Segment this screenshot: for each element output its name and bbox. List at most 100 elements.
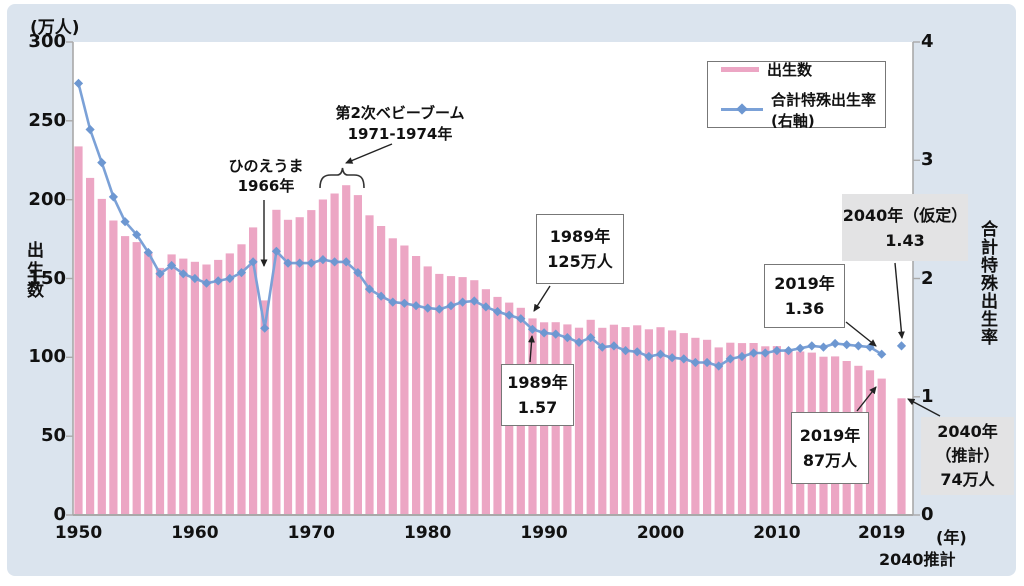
- births-swatch: [721, 66, 759, 72]
- tfr-point-1988: [516, 314, 526, 324]
- tfr-point-1961: [201, 278, 212, 288]
- tfr-point-1957: [155, 269, 165, 279]
- bar-1978: [400, 245, 409, 515]
- bar-1964: [237, 244, 246, 516]
- annotation-hinoeuma: ひのえうま 1966年: [214, 156, 318, 196]
- tfr-point-1950: [73, 78, 84, 88]
- tfr-point-2001: [667, 353, 677, 363]
- tfr-point-2016: [842, 340, 852, 350]
- tfr-point-2008: [749, 348, 759, 358]
- tfr-point-1998: [632, 347, 642, 357]
- tfr-point-1966: [260, 323, 270, 333]
- left-axis-tick-100: 100: [28, 346, 66, 368]
- right-axis-title: 合計特殊出生率: [977, 220, 997, 346]
- tfr-point-1994: [586, 333, 596, 343]
- bar-2003: [691, 337, 700, 515]
- tfr-point-1972: [330, 257, 340, 267]
- tfr-point-1979: [411, 301, 421, 311]
- tfr-point-2019: [877, 349, 887, 359]
- tfr-point-1996: [609, 341, 619, 351]
- tfr-point-1995: [597, 342, 607, 352]
- annotation-arrow: [345, 143, 393, 164]
- bar-1993: [574, 327, 584, 515]
- bar-1955: [132, 242, 141, 515]
- bar-2005: [714, 347, 723, 515]
- tfr-point-1990: [539, 328, 549, 338]
- tfr-point-1952: [97, 158, 107, 168]
- tfr-point-1962: [213, 276, 223, 286]
- left-axis-tick-50: 50: [40, 425, 66, 447]
- right-axis-tick-1: 1: [921, 385, 934, 407]
- right-axis-tick-3: 3: [921, 149, 934, 171]
- tfr-point-1970: [306, 258, 316, 268]
- callout-line: 2040年（仮定）: [842, 205, 968, 225]
- legend-item-births: 出生数: [721, 59, 885, 80]
- tfr-point-1975: [364, 284, 375, 294]
- left-axis-unit: (万人): [30, 18, 80, 38]
- callout-line: 125万人: [547, 252, 613, 271]
- tfr-point-1960: [190, 273, 200, 284]
- right-axis-tick-0: 0: [921, 504, 934, 525]
- left-axis-tick-250: 250: [28, 109, 66, 131]
- diamond-marker-icon: [736, 103, 748, 115]
- tfr-point-1985: [481, 302, 491, 312]
- annotation-second-baby-boom: 第2次ベビーブーム 1971-1974年: [320, 103, 480, 145]
- tfr-line-swatch: [721, 103, 763, 115]
- bar-1962: [214, 259, 223, 515]
- bar-1972: [330, 193, 339, 515]
- tfr-point-1969: [295, 258, 305, 268]
- callout-line: 74万人: [940, 470, 995, 489]
- tfr-point-2040: [896, 341, 907, 351]
- tfr-point-1967: [271, 246, 281, 256]
- bar-2010: [772, 346, 781, 515]
- bar-2011: [784, 349, 793, 515]
- callout-line: 1989年: [507, 373, 568, 392]
- bar-1952: [97, 198, 106, 515]
- x-axis-projection-label: 2040推計: [879, 550, 956, 569]
- tfr-point-2006: [725, 354, 735, 364]
- tfr-point-1963: [225, 273, 235, 284]
- tfr-point-1953: [108, 192, 118, 202]
- bar-1984: [470, 280, 479, 515]
- tfr-point-2011: [783, 346, 794, 356]
- bar-1953: [109, 220, 118, 515]
- callout-tfr-2019: 2019年 1.36: [764, 264, 845, 328]
- callout-tfr-2040: 2040年（仮定） 1.43: [842, 194, 968, 261]
- bar-1999: [644, 329, 653, 515]
- tfr-point-1971: [318, 255, 328, 265]
- tfr-point-1956: [143, 247, 153, 258]
- bar-1969: [295, 217, 304, 515]
- bar-1950: [74, 146, 83, 515]
- bar-1951: [86, 177, 95, 515]
- bar-1957: [155, 267, 165, 515]
- left-axis-title: 出生数: [23, 241, 43, 301]
- bar-2002: [679, 333, 688, 515]
- bar-1958: [167, 254, 176, 515]
- x-axis-tick-1980: 1980: [404, 523, 452, 543]
- tfr-point-1986: [492, 307, 503, 317]
- left-axis-tick-200: 200: [28, 188, 66, 210]
- x-axis-tick-1970: 1970: [287, 523, 335, 543]
- bar-1986: [493, 296, 502, 515]
- bar-1983: [458, 277, 467, 515]
- tfr-point-2012: [795, 343, 805, 353]
- callout-births-2019: 2019年 87万人: [791, 412, 869, 484]
- bar-1967: [272, 209, 281, 516]
- bar-2018: [865, 370, 875, 515]
- annotation-arrow: [533, 285, 551, 312]
- callout-tfr-1989: 1989年 1.57: [501, 364, 574, 426]
- legend-births-label: 出生数: [767, 60, 813, 79]
- tfr-point-1984: [469, 296, 479, 306]
- bar-1979: [412, 256, 421, 515]
- tfr-point-1959: [178, 269, 188, 279]
- bar-1985: [481, 289, 490, 515]
- tfr-point-1976: [376, 291, 386, 301]
- bar-1971: [318, 199, 327, 515]
- tfr-point-1981: [434, 304, 444, 314]
- tfr-point-1964: [236, 268, 247, 278]
- bar-1954: [121, 236, 130, 515]
- tfr-point-1993: [574, 337, 584, 347]
- callout-line: 2019年: [799, 426, 861, 445]
- bar-1996: [609, 324, 618, 515]
